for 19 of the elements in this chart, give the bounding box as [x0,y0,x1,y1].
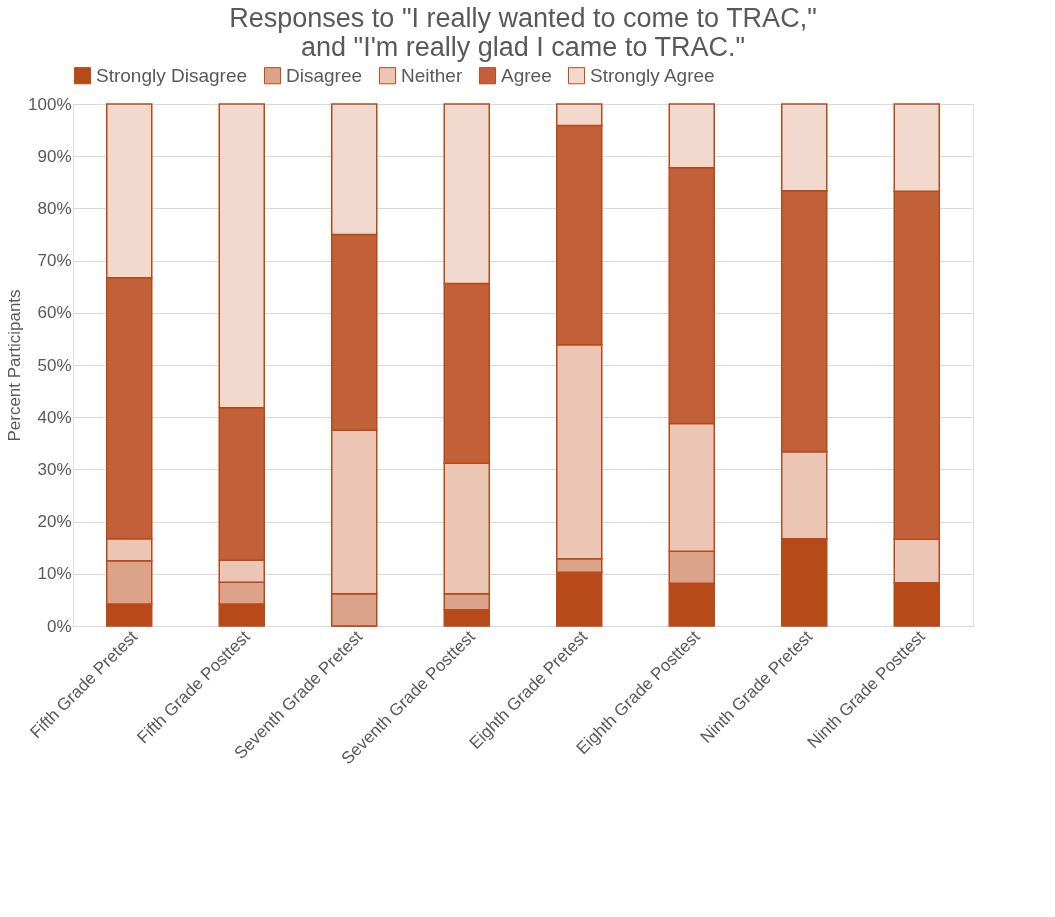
y-tick-label: 60% [37,303,72,323]
y-tick-label: 70% [37,251,72,271]
text: Responses to "I really wanted to come to TRAC," [229,3,817,33]
y-tick-label: 90% [37,146,72,166]
y-tick-label: 10% [37,564,72,584]
y-tick-label: 20% [37,512,72,532]
y-axis-title: Percent Participants [5,289,25,442]
legend-label: Strongly Disagree [96,64,248,86]
y-tick-label: 80% [37,198,72,218]
y-tick-label: 0% [46,616,72,636]
legend-label: Neither [401,64,463,86]
y-tick-label: 100% [28,94,72,114]
text: and "I'm really glad I came to TRAC." [301,32,745,62]
legend-label: Strongly Agree [590,64,715,86]
y-tick-label: 30% [37,459,72,479]
legend-label: Agree [501,64,552,86]
y-tick-label: 50% [37,355,72,375]
legend-label: Disagree [286,64,363,86]
y-tick-label: 40% [37,407,72,427]
